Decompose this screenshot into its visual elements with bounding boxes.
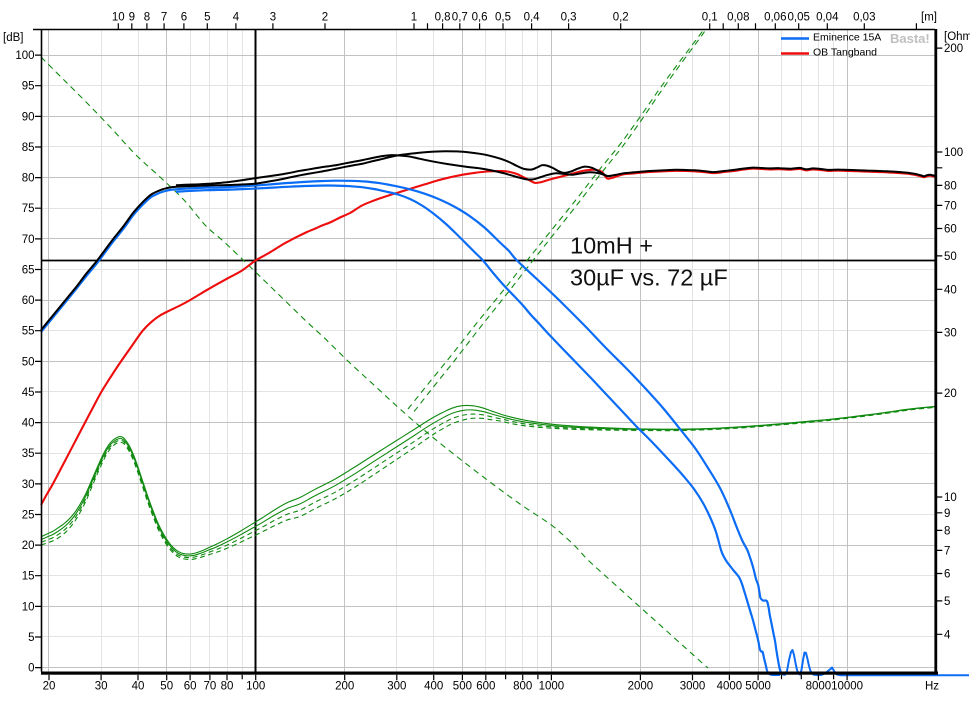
svg-text:80: 80	[22, 173, 35, 185]
svg-text:600: 600	[476, 681, 495, 693]
svg-text:95: 95	[22, 81, 35, 93]
svg-text:9: 9	[129, 12, 135, 24]
svg-text:30µF vs. 72 µF: 30µF vs. 72 µF	[570, 265, 728, 291]
svg-text:5: 5	[28, 632, 34, 644]
svg-text:20: 20	[22, 540, 35, 552]
svg-text:100: 100	[15, 50, 34, 62]
svg-text:8: 8	[944, 525, 950, 537]
svg-text:300: 300	[387, 681, 406, 693]
svg-text:7: 7	[944, 545, 950, 557]
svg-text:20: 20	[43, 681, 56, 693]
svg-text:25: 25	[22, 510, 35, 522]
svg-text:0,2: 0,2	[613, 12, 629, 24]
svg-text:85: 85	[22, 142, 35, 154]
svg-text:65: 65	[22, 265, 35, 277]
svg-text:Eminence 15A: Eminence 15A	[813, 32, 881, 44]
svg-text:55: 55	[22, 326, 35, 338]
svg-text:OB Tangband: OB Tangband	[813, 47, 877, 59]
svg-text:100: 100	[944, 147, 963, 159]
svg-text:4: 4	[233, 12, 240, 24]
svg-text:[Ohm]: [Ohm]	[944, 31, 970, 43]
svg-text:35: 35	[22, 448, 35, 460]
svg-text:70: 70	[204, 681, 217, 693]
svg-text:0,4: 0,4	[524, 12, 541, 24]
svg-text:20: 20	[944, 388, 957, 400]
svg-text:9: 9	[944, 508, 950, 520]
svg-text:3: 3	[270, 12, 276, 24]
svg-text:5: 5	[204, 12, 210, 24]
svg-text:0,03: 0,03	[853, 12, 875, 24]
svg-text:0,7: 0,7	[452, 12, 468, 24]
svg-text:0,6: 0,6	[472, 12, 488, 24]
svg-text:1: 1	[411, 12, 417, 24]
svg-text:4000: 4000	[717, 681, 743, 693]
svg-text:Basta!: Basta!	[890, 31, 930, 46]
svg-text:30: 30	[22, 479, 35, 491]
svg-text:10000: 10000	[831, 681, 863, 693]
svg-text:8000: 8000	[806, 681, 832, 693]
svg-text:0,08: 0,08	[727, 12, 749, 24]
svg-text:5000: 5000	[745, 681, 771, 693]
svg-text:500: 500	[453, 681, 472, 693]
svg-text:0,05: 0,05	[788, 12, 810, 24]
svg-text:50: 50	[160, 681, 173, 693]
svg-text:0,3: 0,3	[561, 12, 577, 24]
svg-text:60: 60	[22, 295, 35, 307]
svg-text:0,06: 0,06	[764, 12, 786, 24]
svg-text:30: 30	[95, 681, 108, 693]
svg-text:200: 200	[335, 681, 354, 693]
svg-text:6: 6	[181, 12, 187, 24]
svg-text:0,8: 0,8	[435, 12, 451, 24]
svg-text:10: 10	[112, 12, 125, 24]
svg-text:15: 15	[22, 571, 35, 583]
svg-text:0,5: 0,5	[495, 12, 511, 24]
svg-text:2: 2	[322, 12, 328, 24]
svg-text:90: 90	[22, 111, 35, 123]
svg-text:60: 60	[184, 681, 197, 693]
svg-text:[dB]: [dB]	[3, 32, 23, 44]
svg-text:50: 50	[944, 251, 957, 263]
svg-text:100: 100	[246, 681, 265, 693]
svg-text:10: 10	[944, 492, 957, 504]
svg-text:[m]: [m]	[921, 12, 937, 24]
svg-text:7: 7	[161, 12, 167, 24]
svg-text:400: 400	[424, 681, 443, 693]
svg-text:800: 800	[513, 681, 532, 693]
svg-text:80: 80	[944, 180, 957, 192]
svg-text:10mH +: 10mH +	[570, 233, 653, 259]
svg-text:Hz: Hz	[925, 681, 939, 693]
svg-text:10: 10	[22, 601, 35, 613]
svg-text:45: 45	[22, 387, 35, 399]
svg-text:200: 200	[944, 43, 963, 55]
svg-text:2000: 2000	[628, 681, 654, 693]
svg-text:60: 60	[944, 224, 957, 236]
svg-text:40: 40	[22, 418, 35, 430]
svg-text:6: 6	[944, 569, 950, 581]
svg-text:40: 40	[132, 681, 145, 693]
svg-text:30: 30	[944, 327, 957, 339]
svg-text:80: 80	[221, 681, 234, 693]
svg-text:0,04: 0,04	[816, 12, 839, 24]
svg-text:0,1: 0,1	[702, 12, 718, 24]
svg-text:50: 50	[22, 356, 35, 368]
svg-text:75: 75	[22, 203, 35, 215]
svg-text:8: 8	[144, 12, 150, 24]
svg-text:4: 4	[944, 629, 951, 641]
svg-text:5: 5	[944, 596, 950, 608]
svg-text:3000: 3000	[680, 681, 706, 693]
svg-text:1000: 1000	[539, 681, 565, 693]
svg-text:70: 70	[22, 234, 35, 246]
svg-text:40: 40	[944, 284, 957, 296]
svg-text:0: 0	[28, 663, 34, 675]
svg-text:70: 70	[944, 200, 957, 212]
